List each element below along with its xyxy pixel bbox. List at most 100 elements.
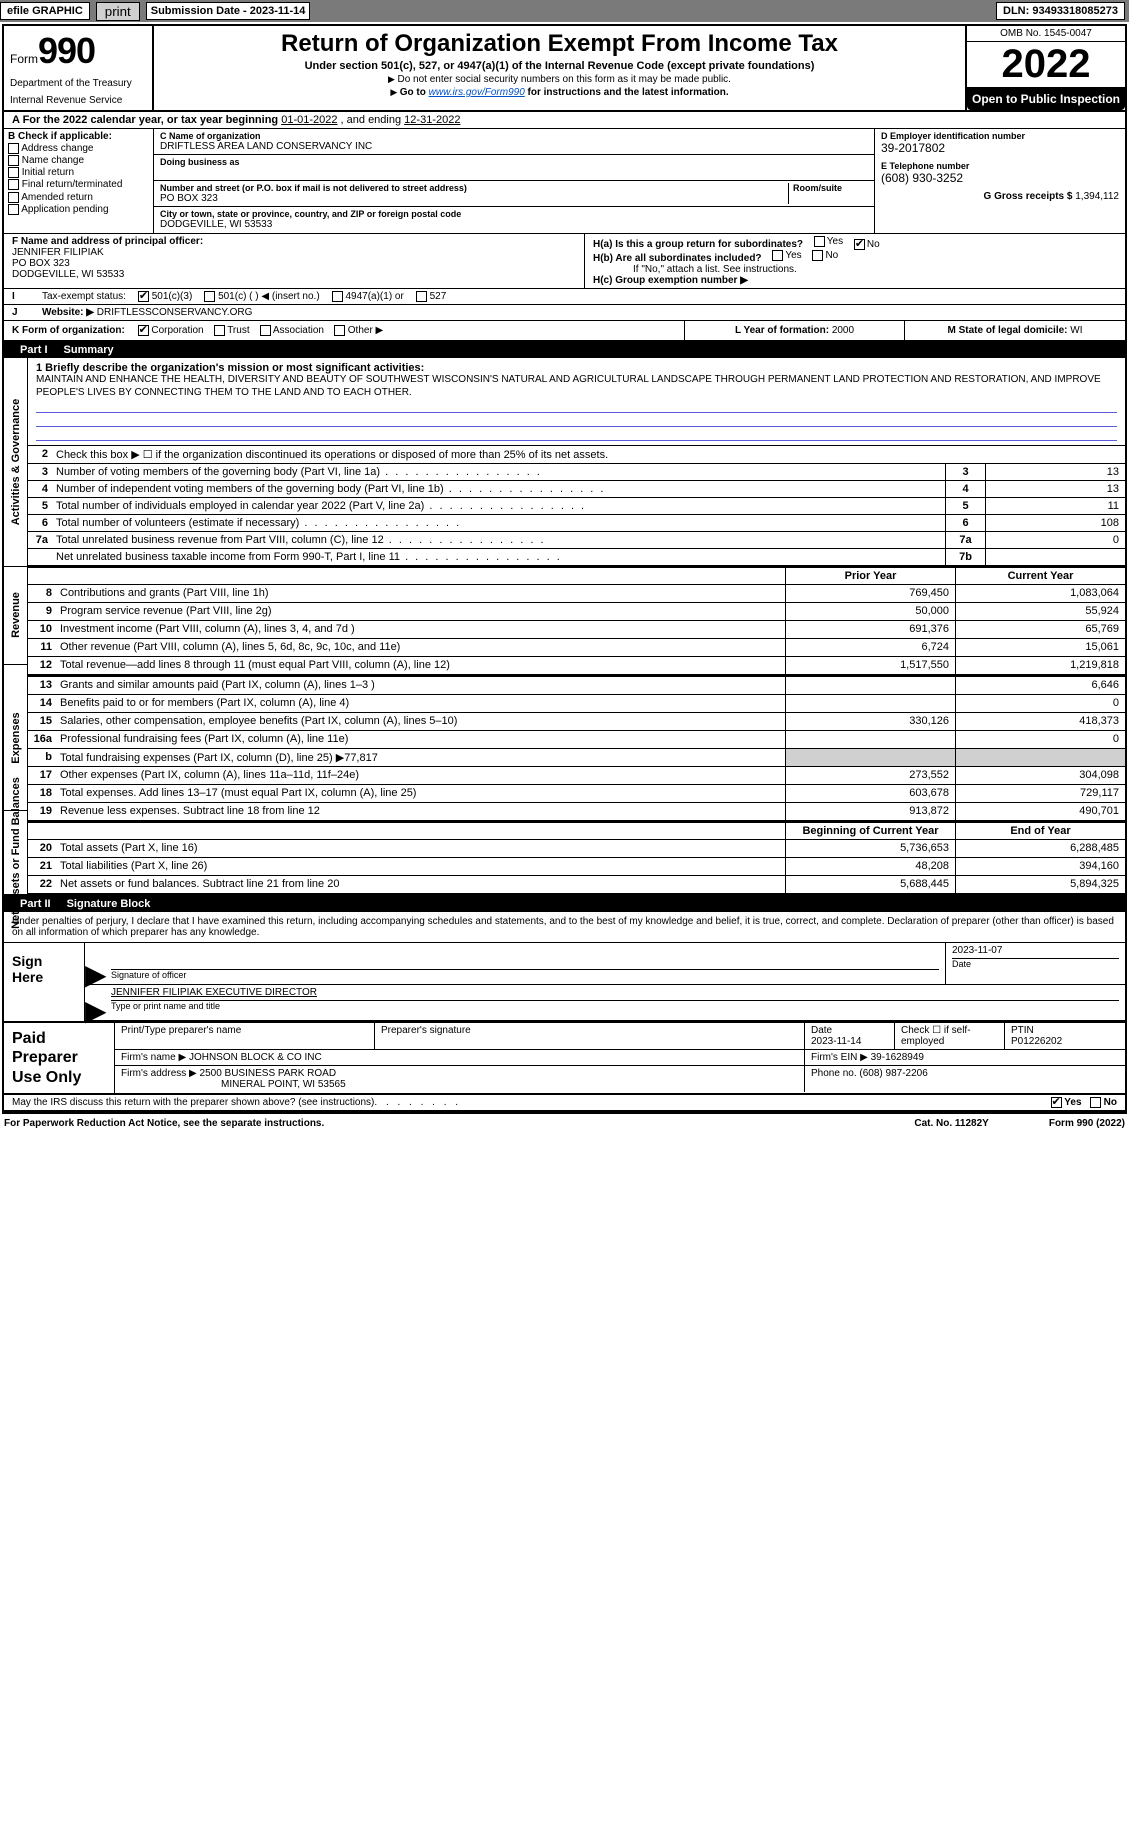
begin-year-hdr: Beginning of Current Year xyxy=(785,823,955,839)
v-exp: Expenses xyxy=(10,712,22,763)
street-label: Number and street (or P.O. box if mail i… xyxy=(160,183,788,193)
header-mid: Return of Organization Exempt From Incom… xyxy=(154,26,965,110)
cat-no: Cat. No. 11282Y xyxy=(914,1118,988,1129)
phone-label: E Telephone number xyxy=(881,161,1119,171)
pra-notice: For Paperwork Reduction Act Notice, see … xyxy=(4,1118,324,1129)
form-label: Form xyxy=(10,52,38,66)
paid-label: Paid Preparer Use Only xyxy=(4,1023,114,1093)
period-mid: , and ending xyxy=(341,114,405,126)
gov-row: 4Number of independent voting members of… xyxy=(28,481,1125,498)
fin-row: 10Investment income (Part VIII, column (… xyxy=(28,621,1125,639)
box-d: D Employer identification number 39-2017… xyxy=(875,129,1125,233)
boxb-option: Name change xyxy=(8,155,149,166)
box-c: C Name of organization DRIFTLESS AREA LA… xyxy=(154,129,875,233)
gov-row: 5Total number of individuals employed in… xyxy=(28,498,1125,515)
discuss-row: May the IRS discuss this return with the… xyxy=(4,1095,1125,1112)
officer-addr1: PO BOX 323 xyxy=(12,258,70,269)
city-label: City or town, state or province, country… xyxy=(160,209,868,219)
box-m: M State of legal domicile: WI xyxy=(905,321,1125,340)
city: DODGEVILLE, WI 53533 xyxy=(160,219,868,230)
part1-num: Part I xyxy=(14,344,54,356)
v-gov: Activities & Governance xyxy=(10,399,22,526)
gov-row: 3Number of voting members of the governi… xyxy=(28,464,1125,481)
gov-row: 7aTotal unrelated business revenue from … xyxy=(28,532,1125,549)
page-footer: For Paperwork Reduction Act Notice, see … xyxy=(0,1116,1129,1131)
fin-row: 9Program service revenue (Part VIII, lin… xyxy=(28,603,1125,621)
k-option: Corporation xyxy=(138,325,204,336)
row-j: J Website: ▶ DRIFTLESSCONSERVANCY.ORG xyxy=(4,305,1125,321)
top-bar: efile GRAPHIC print Submission Date - 20… xyxy=(0,0,1129,22)
irs-link[interactable]: www.irs.gov/Form990 xyxy=(429,87,525,98)
phone: (608) 930-3252 xyxy=(881,171,1119,185)
gov-row: Net unrelated business taxable income fr… xyxy=(28,549,1125,566)
prep-name-lbl: Print/Type preparer's name xyxy=(121,1025,368,1036)
hb-yes-box xyxy=(772,250,783,261)
klm-row: K Form of organization: Corporation Trus… xyxy=(4,321,1125,342)
firm-addr1: 2500 BUSINESS PARK ROAD xyxy=(200,1068,337,1079)
summary-section: Activities & Governance Revenue Expenses… xyxy=(4,358,1125,896)
officer-addr2: DODGEVILLE, WI 53533 xyxy=(12,269,124,280)
discuss-q: May the IRS discuss this return with the… xyxy=(12,1097,374,1108)
signature-intro: Under penalties of perjury, I declare th… xyxy=(4,912,1125,943)
tax-year: 2022 xyxy=(967,42,1125,88)
fin-row: 8Contributions and grants (Part VIII, li… xyxy=(28,585,1125,603)
box-h: H(a) Is this a group return for subordin… xyxy=(585,234,1125,288)
fin-row: 20Total assets (Part X, line 16)5,736,65… xyxy=(28,840,1125,858)
box-f: F Name and address of principal officer:… xyxy=(4,234,585,288)
form-title: Return of Organization Exempt From Incom… xyxy=(160,30,959,58)
form-foot: Form 990 (2022) xyxy=(1049,1118,1125,1129)
fin-row: 19Revenue less expenses. Subtract line 1… xyxy=(28,803,1125,821)
hb-no-box xyxy=(812,250,823,261)
name-title-lbl: Type or print name and title xyxy=(111,1000,1119,1011)
header-left: Form990 Department of the Treasury Inter… xyxy=(4,26,154,110)
firm-ein-lbl: Firm's EIN ▶ xyxy=(811,1052,868,1063)
part2-header: Part II Signature Block xyxy=(4,896,1125,912)
ha-label: H(a) Is this a group return for subordin… xyxy=(593,239,803,250)
firm-addr-lbl: Firm's address ▶ xyxy=(121,1068,197,1079)
net-header: Beginning of Current Year End of Year xyxy=(28,821,1125,840)
org-name: DRIFTLESS AREA LAND CONSERVANCY INC xyxy=(160,141,868,152)
fin-row: 15Salaries, other compensation, employee… xyxy=(28,713,1125,731)
firm-name: JOHNSON BLOCK & CO INC xyxy=(189,1052,322,1063)
ha-yes-box xyxy=(814,236,825,247)
self-emp: Check ☐ if self-employed xyxy=(895,1023,1005,1049)
prep-sig-lbl: Preparer's signature xyxy=(381,1025,798,1036)
fh-row: F Name and address of principal officer:… xyxy=(4,234,1125,289)
j-label: Website: ▶ xyxy=(42,307,94,318)
fin-row: 14Benefits paid to or for members (Part … xyxy=(28,695,1125,713)
i-527-box xyxy=(416,291,427,302)
box-b: B Check if applicable: Address change Na… xyxy=(4,129,154,233)
ptin: P01226202 xyxy=(1011,1036,1062,1047)
period-begin: 01-01-2022 xyxy=(281,114,337,126)
k-option: Other ▶ xyxy=(334,325,383,336)
irs-label: Internal Revenue Service xyxy=(10,95,146,106)
box-l: L Year of formation: 2000 xyxy=(685,321,905,340)
fin-row: 12Total revenue—add lines 8 through 11 (… xyxy=(28,657,1125,675)
rev-header: Prior Year Current Year xyxy=(28,566,1125,585)
boxb-option: Amended return xyxy=(8,192,149,203)
print-button[interactable]: print xyxy=(96,2,140,21)
gov-row: 6Total number of volunteers (estimate if… xyxy=(28,515,1125,532)
header-right: OMB No. 1545-0047 2022 Open to Public In… xyxy=(965,26,1125,110)
firm-ein: 39-1628949 xyxy=(871,1052,924,1063)
summary-body: 1 Briefly describe the organization's mi… xyxy=(28,358,1125,894)
hb-label: H(b) Are all subordinates included? xyxy=(593,253,762,264)
fin-row: 11Other revenue (Part VIII, column (A), … xyxy=(28,639,1125,657)
i-501c-box xyxy=(204,291,215,302)
discuss-yes-box xyxy=(1051,1097,1062,1108)
mission-q: 1 Briefly describe the organization's mi… xyxy=(36,362,1117,374)
gross-label: G Gross receipts $ xyxy=(984,191,1073,202)
boxb-option: Address change xyxy=(8,143,149,154)
fin-row: 21Total liabilities (Part X, line 26)48,… xyxy=(28,858,1125,876)
period-a: A For the 2022 calendar year, or tax yea… xyxy=(12,114,281,126)
submission-date: Submission Date - 2023-11-14 xyxy=(146,2,311,20)
sig-officer-lbl: Signature of officer xyxy=(111,969,939,980)
firm-lbl: Firm's name ▶ xyxy=(121,1052,186,1063)
form-num-big: 990 xyxy=(38,30,95,71)
v-rev: Revenue xyxy=(10,592,22,638)
part1-header: Part I Summary xyxy=(4,342,1125,358)
fin-row: 16aProfessional fundraising fees (Part I… xyxy=(28,731,1125,749)
street: PO BOX 323 xyxy=(160,193,788,204)
f-label: F Name and address of principal officer: xyxy=(12,236,203,247)
name-label: C Name of organization xyxy=(160,131,868,141)
